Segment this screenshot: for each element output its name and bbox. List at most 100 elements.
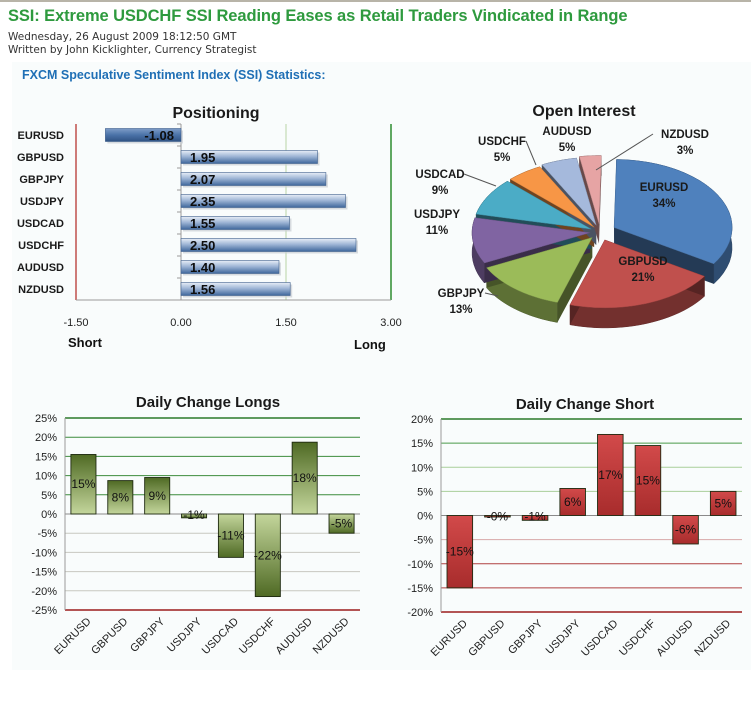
- top-border: [0, 0, 751, 2]
- pie-value-label: 21%: [631, 272, 654, 284]
- bar-value-label: -1%: [524, 510, 546, 524]
- open-interest-title: Open Interest: [532, 103, 636, 120]
- x-tick-label: 0.00: [170, 317, 191, 329]
- pie-value-label: 3%: [677, 145, 694, 157]
- x-tick-label: USDCHF: [617, 617, 658, 658]
- daily-change-short-bar: [484, 515, 511, 518]
- category-label: USDJPY: [20, 196, 65, 208]
- pie-slice: [579, 155, 602, 224]
- bar-value-label: 2.35: [190, 194, 215, 209]
- pie-category-label: USDJPY: [414, 209, 460, 221]
- pie-slice-wall: [614, 227, 714, 284]
- bar-value-label: 1.55: [190, 216, 215, 231]
- daily-change-longs-title: Daily Change Longs: [136, 394, 280, 411]
- positioning-bar: [180, 216, 290, 230]
- daily-change-short-bar: [634, 445, 662, 516]
- pie-value-label: 34%: [652, 198, 675, 210]
- daily-change-longs-bar: [107, 480, 134, 515]
- bar-value-label: -11%: [217, 529, 244, 543]
- y-tick-label: 25%: [35, 413, 57, 425]
- section-title: FXCM Speculative Sentiment Index (SSI) S…: [22, 68, 326, 82]
- daily-change-short-title: Daily Change Short: [516, 396, 654, 413]
- daily-change-longs-bar: [328, 513, 355, 534]
- category-label: NZDUSD: [18, 284, 64, 296]
- bar-value-label: -0%: [487, 510, 509, 524]
- y-tick-label: -15%: [407, 583, 433, 595]
- pie-category-label: EURUSD: [640, 182, 689, 194]
- daily-change-longs-bar: [217, 513, 244, 558]
- bar-value-label: 15%: [636, 474, 660, 488]
- x-tick-label: GBPJPY: [128, 615, 168, 655]
- daily-change-short-bar: [709, 490, 737, 516]
- x-tick-label: USDJPY: [165, 615, 205, 655]
- pie-value-label: 5%: [494, 152, 511, 164]
- daily-change-short-chart: Daily Change Short 20% 15% 10% 5% 0% -5% -10% -1…: [407, 396, 742, 659]
- pie-slice: [475, 180, 592, 230]
- bar-value-label: -6%: [675, 523, 697, 537]
- short-label: Short: [68, 335, 103, 350]
- y-tick-label: -10%: [31, 547, 57, 559]
- leader-line: [484, 292, 499, 297]
- category-label: GBPJPY: [19, 174, 64, 186]
- pie-value-label: 11%: [426, 225, 448, 237]
- pie-slice: [613, 159, 733, 265]
- bar-value-label: 1.40: [190, 260, 215, 275]
- daily-change-short-bar: [559, 488, 586, 516]
- article-headline[interactable]: SSI: Extreme USDCHF SSI Reading Eases as…: [8, 7, 628, 25]
- daily-change-short-bar: [446, 515, 474, 589]
- pie-category-label: USDCHF: [478, 136, 526, 148]
- daily-change-longs-chart: Daily Change Longs 25% 20% 15% 10% 5% 0% -5% -10…: [31, 394, 360, 657]
- pie-slice: [486, 237, 593, 303]
- bar-value-label: 9%: [149, 489, 167, 503]
- category-label: AUDUSD: [17, 262, 64, 274]
- pie-slice: [509, 166, 595, 228]
- x-tick-label: GBPUSD: [89, 616, 130, 657]
- leader-line: [595, 133, 654, 171]
- daily-change-short-bar: [521, 515, 549, 521]
- bar-value-label: 17%: [598, 468, 622, 482]
- x-tick-label: NZDUSD: [311, 616, 352, 657]
- y-tick-label: 0%: [41, 509, 57, 521]
- x-tick-label: GBPJPY: [506, 617, 546, 657]
- x-tick-label: EURUSD: [429, 618, 470, 659]
- x-tick-label: USDCHF: [237, 615, 278, 656]
- article-date: Wednesday, 26 August 2009 18:12:50 GMT: [8, 31, 237, 43]
- bar-value-label: -22%: [254, 548, 282, 562]
- y-tick-label: -5%: [413, 535, 433, 547]
- daily-change-short-bar: [672, 515, 699, 545]
- open-interest-chart: Open Interest EURUSD 34% GBPUSD 21% GBPJPY 13%…: [414, 103, 733, 329]
- x-tick-label: AUDUSD: [273, 616, 314, 657]
- x-tick-label: USDJPY: [544, 617, 584, 657]
- bar-value-label: 18%: [293, 471, 317, 485]
- daily-change-short-bar: [597, 433, 624, 516]
- y-tick-label: -15%: [31, 567, 57, 579]
- category-label: EURUSD: [18, 130, 65, 142]
- x-tick-label: NZDUSD: [692, 618, 733, 659]
- pie-value-label: 5%: [559, 142, 576, 154]
- x-tick-label: USDCAD: [579, 618, 620, 659]
- pie-category-label: NZDUSD: [661, 129, 709, 141]
- article-author: Written by John Kicklighter, Currency St…: [8, 44, 257, 56]
- bar-value-label: 6%: [564, 495, 582, 509]
- x-tick-label: USDCAD: [200, 616, 241, 657]
- y-tick-label: 0%: [417, 511, 433, 523]
- x-tick-label: -1.50: [63, 317, 88, 329]
- bar-value-label: 8%: [112, 490, 130, 504]
- pie-category-label: GBPJPY: [438, 288, 485, 300]
- y-tick-label: 5%: [417, 486, 433, 498]
- y-tick-label: -20%: [407, 607, 433, 619]
- y-tick-label: 10%: [35, 471, 57, 483]
- pie-category-label: USDCAD: [415, 169, 464, 181]
- x-tick-label: 1.50: [275, 317, 296, 329]
- pie-slice: [471, 217, 591, 264]
- y-tick-label: -20%: [31, 586, 57, 598]
- pie-slice: [541, 157, 597, 226]
- pie-category-label: AUDUSD: [542, 126, 591, 138]
- y-tick-label: 20%: [35, 432, 57, 444]
- positioning-title: Positioning: [172, 105, 259, 122]
- daily-change-longs-bar: [181, 513, 208, 519]
- y-tick-label: -25%: [31, 605, 57, 617]
- positioning-bar: [180, 260, 280, 274]
- category-label: USDCHF: [18, 240, 64, 252]
- x-tick-label: EURUSD: [52, 616, 93, 657]
